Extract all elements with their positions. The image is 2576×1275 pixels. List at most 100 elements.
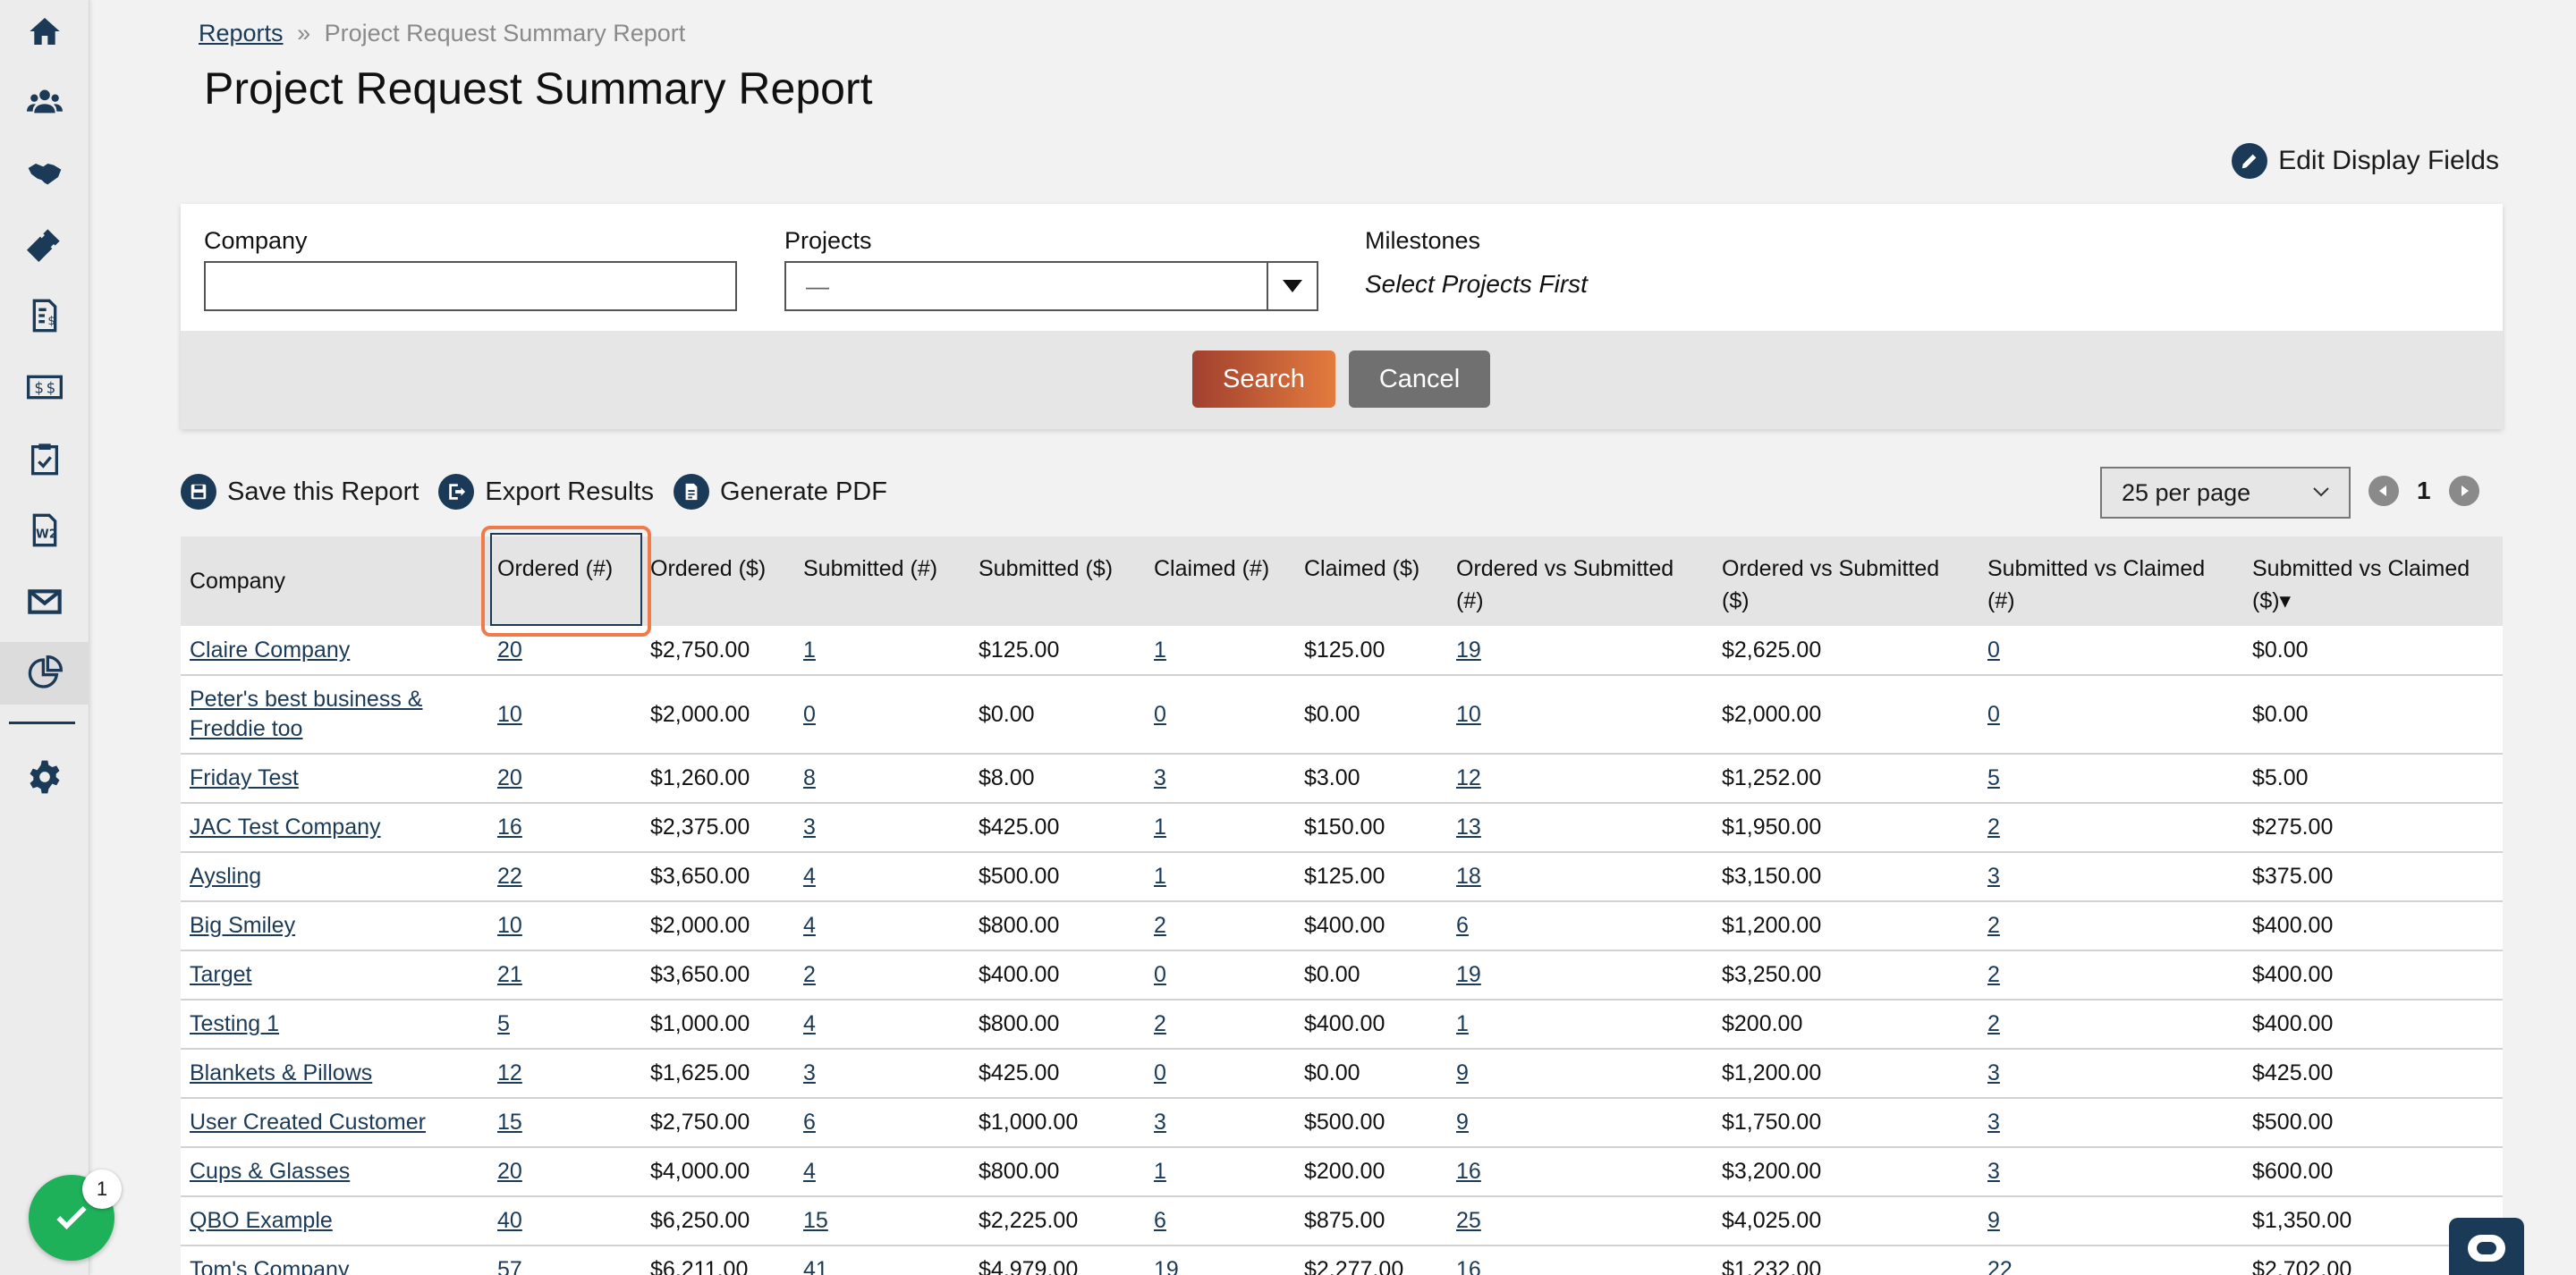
count-link[interactable]: 6 [1456,913,1469,938]
count-link[interactable]: 9 [1456,1060,1469,1085]
count-link[interactable]: 10 [497,913,522,938]
generate-pdf-button[interactable]: Generate PDF [673,474,887,510]
edit-display-fields-button[interactable]: Edit Display Fields [2232,143,2499,179]
count-link[interactable]: 0 [1987,701,2000,727]
count-link[interactable]: 9 [1987,1208,2000,1233]
count-link[interactable]: 1 [1154,864,1166,889]
count-link[interactable]: 22 [497,864,522,889]
count-link[interactable]: 20 [497,637,522,663]
count-link[interactable]: 2 [1987,913,2000,938]
count-link[interactable]: 4 [803,913,816,938]
count-link[interactable]: 5 [497,1011,510,1036]
count-link[interactable]: 1 [1456,1011,1469,1036]
col-header-claimed-amount[interactable]: Claimed ($) [1304,556,1420,581]
count-link[interactable]: 22 [1987,1257,2012,1275]
company-link[interactable]: Tom's Company [190,1257,350,1275]
count-link[interactable]: 4 [803,1011,816,1036]
col-header-submitted-count[interactable]: Submitted (#) [803,556,938,581]
count-link[interactable]: 1 [1154,1159,1166,1184]
col-header-submitted-vs-claimed-amount[interactable]: Submitted vs Claimed ($)▾ [2252,556,2470,613]
col-header-ordered-count[interactable]: Ordered (#) [481,526,651,637]
count-link[interactable]: 18 [1456,864,1481,889]
count-link[interactable]: 3 [803,1060,816,1085]
sidebar-item-reports[interactable] [0,642,89,705]
count-link[interactable]: 10 [497,701,522,727]
count-link[interactable]: 9 [1456,1110,1469,1135]
count-link[interactable]: 6 [1154,1208,1166,1233]
count-link[interactable]: 2 [1154,913,1166,938]
count-link[interactable]: 41 [803,1257,828,1275]
count-link[interactable]: 19 [1456,962,1481,987]
count-link[interactable]: 12 [1456,765,1481,790]
count-link[interactable]: 8 [803,765,816,790]
projects-select[interactable]: — [784,261,1318,311]
count-link[interactable]: 1 [1154,637,1166,663]
cancel-button[interactable]: Cancel [1349,350,1490,408]
col-header-ordered-vs-submitted-amount[interactable]: Ordered vs Submitted ($) [1722,556,1940,613]
count-link[interactable]: 20 [497,1159,522,1184]
chat-widget-button[interactable] [2449,1218,2524,1275]
sidebar-item-users[interactable] [0,70,89,132]
count-link[interactable]: 16 [1456,1159,1481,1184]
count-link[interactable]: 0 [1987,637,2000,663]
count-link[interactable]: 19 [1154,1257,1179,1275]
col-header-ordered-vs-submitted-count[interactable]: Ordered vs Submitted (#) [1456,556,1674,613]
count-link[interactable]: 2 [1987,1011,2000,1036]
col-header-submitted-amount[interactable]: Submitted ($) [979,556,1114,581]
count-link[interactable]: 0 [1154,1060,1166,1085]
count-link[interactable]: 2 [1987,815,2000,840]
col-header-company[interactable]: Company [190,569,285,594]
company-field[interactable] [204,261,737,311]
count-link[interactable]: 25 [1456,1208,1481,1233]
count-link[interactable]: 10 [1456,701,1481,727]
search-button[interactable]: Search [1192,350,1335,408]
sidebar-item-partners[interactable] [0,141,89,204]
company-link[interactable]: Blankets & Pillows [190,1060,373,1085]
count-link[interactable]: 2 [1987,962,2000,987]
count-link[interactable]: 3 [1987,1060,2000,1085]
col-header-submitted-vs-claimed-count[interactable]: Submitted vs Claimed (#) [1987,556,2206,613]
company-link[interactable]: QBO Example [190,1208,333,1233]
company-link[interactable]: Aysling [190,864,262,889]
count-link[interactable]: 3 [1987,1159,2000,1184]
col-header-claimed-count[interactable]: Claimed (#) [1154,556,1270,581]
col-header-ordered-amount[interactable]: Ordered ($) [650,556,767,581]
next-page-icon[interactable] [2448,476,2479,506]
company-link[interactable]: Cups & Glasses [190,1159,351,1184]
company-link[interactable]: JAC Test Company [190,815,381,840]
count-link[interactable]: 5 [1987,765,2000,790]
company-link[interactable]: Claire Company [190,637,351,663]
count-link[interactable]: 12 [497,1060,522,1085]
prev-page-icon[interactable] [2368,476,2399,506]
per-page-select[interactable]: 25 per page [2100,467,2351,519]
company-link[interactable]: User Created Customer [190,1110,426,1135]
count-link[interactable]: 15 [803,1208,828,1233]
count-link[interactable]: 4 [803,864,816,889]
caret-down-icon[interactable] [1267,263,1317,309]
company-link[interactable]: Testing 1 [190,1011,280,1036]
company-link[interactable]: Peter's best business & Freddie too [190,687,423,741]
count-link[interactable]: 1 [803,637,816,663]
count-link[interactable]: 3 [1154,1110,1166,1135]
count-link[interactable]: 3 [1154,765,1166,790]
sidebar-item-settings[interactable] [0,746,89,808]
count-link[interactable]: 3 [1987,1110,2000,1135]
count-link[interactable]: 2 [803,962,816,987]
count-link[interactable]: 2 [1154,1011,1166,1036]
count-link[interactable]: 1 [1154,815,1166,840]
company-link[interactable]: Friday Test [190,765,299,790]
company-link[interactable]: Target [190,962,252,987]
sidebar-item-invoices[interactable]: $ [0,284,89,347]
sidebar-item-w2[interactable]: W2 [0,499,89,562]
sidebar-item-payroll[interactable]: $ $ [0,356,89,418]
count-link[interactable]: 21 [497,962,522,987]
sidebar-item-tasks[interactable] [0,427,89,490]
sidebar-item-mail[interactable] [0,570,89,633]
company-link[interactable]: Big Smiley [190,913,296,938]
sidebar-item-home[interactable] [0,0,89,63]
count-link[interactable]: 16 [497,815,522,840]
count-link[interactable]: 57 [497,1257,522,1275]
count-link[interactable]: 19 [1456,637,1481,663]
count-link[interactable]: 3 [1987,864,2000,889]
count-link[interactable]: 0 [1154,962,1166,987]
